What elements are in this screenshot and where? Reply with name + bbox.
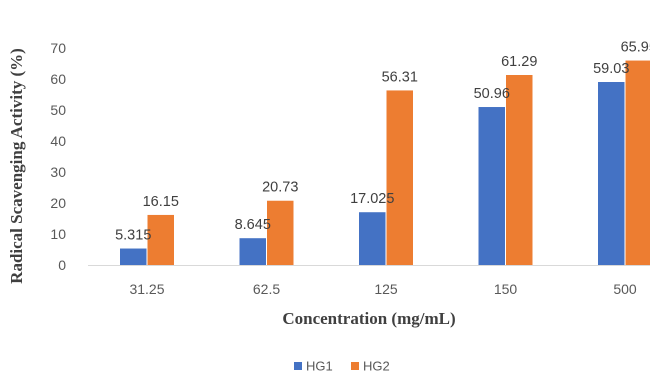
y-tick-label: 70 xyxy=(50,40,66,56)
y-axis-title: Radical Scavenging Activity (%) xyxy=(7,48,26,284)
data-label-hg2: 20.73 xyxy=(262,180,298,196)
data-labels: 5.315 16.15 8.645 20.73 17.025 56.31 50.96 61.2… xyxy=(115,40,650,244)
bars xyxy=(120,60,650,266)
data-label-hg2: 65.95 xyxy=(621,40,650,56)
bar-hg1 xyxy=(239,238,266,265)
bar-hg2 xyxy=(625,60,650,266)
bar-hg2 xyxy=(386,90,413,266)
bar-hg1 xyxy=(598,82,625,265)
data-label-hg2: 61.29 xyxy=(501,54,537,70)
y-tick-label: 0 xyxy=(58,257,66,273)
legend: HG1 HG2 xyxy=(294,359,390,374)
data-label-hg1: 17.025 xyxy=(350,191,394,207)
legend-label: HG1 xyxy=(306,359,333,374)
data-label-hg1: 50.96 xyxy=(474,86,510,102)
x-tick-label: 62.5 xyxy=(253,281,280,297)
y-tick-label: 20 xyxy=(50,195,66,211)
data-label-hg1: 5.315 xyxy=(115,228,151,244)
bar-hg1 xyxy=(120,248,147,265)
x-tick-label: 150 xyxy=(494,281,518,297)
legend-label: HG2 xyxy=(363,359,390,374)
bar-hg1 xyxy=(478,107,505,265)
y-tick-label: 10 xyxy=(50,226,66,242)
data-label-hg1: 8.645 xyxy=(235,217,271,233)
bar-hg2 xyxy=(147,214,174,265)
y-axis-ticks: 0 10 20 30 40 50 60 70 xyxy=(50,40,66,273)
legend-swatch-hg1 xyxy=(294,362,302,370)
bar-hg2 xyxy=(267,200,294,265)
bar-hg2 xyxy=(506,75,533,265)
data-label-hg2: 56.31 xyxy=(382,69,418,85)
data-label-hg1: 59.03 xyxy=(593,61,629,77)
data-label-hg2: 16.15 xyxy=(143,194,179,210)
x-tick-label: 500 xyxy=(613,281,637,297)
y-tick-label: 50 xyxy=(50,102,66,118)
y-tick-label: 60 xyxy=(50,71,66,87)
x-axis-title: Concentration (mg/mL) xyxy=(282,309,455,328)
y-tick-label: 40 xyxy=(50,133,66,149)
y-tick-label: 30 xyxy=(50,164,66,180)
x-axis-ticks: 31.25 62.5 125 150 500 xyxy=(129,281,636,297)
legend-swatch-hg2 xyxy=(351,362,359,370)
x-tick-label: 125 xyxy=(374,281,398,297)
bar-hg1 xyxy=(359,212,386,265)
x-tick-label: 31.25 xyxy=(129,281,164,297)
